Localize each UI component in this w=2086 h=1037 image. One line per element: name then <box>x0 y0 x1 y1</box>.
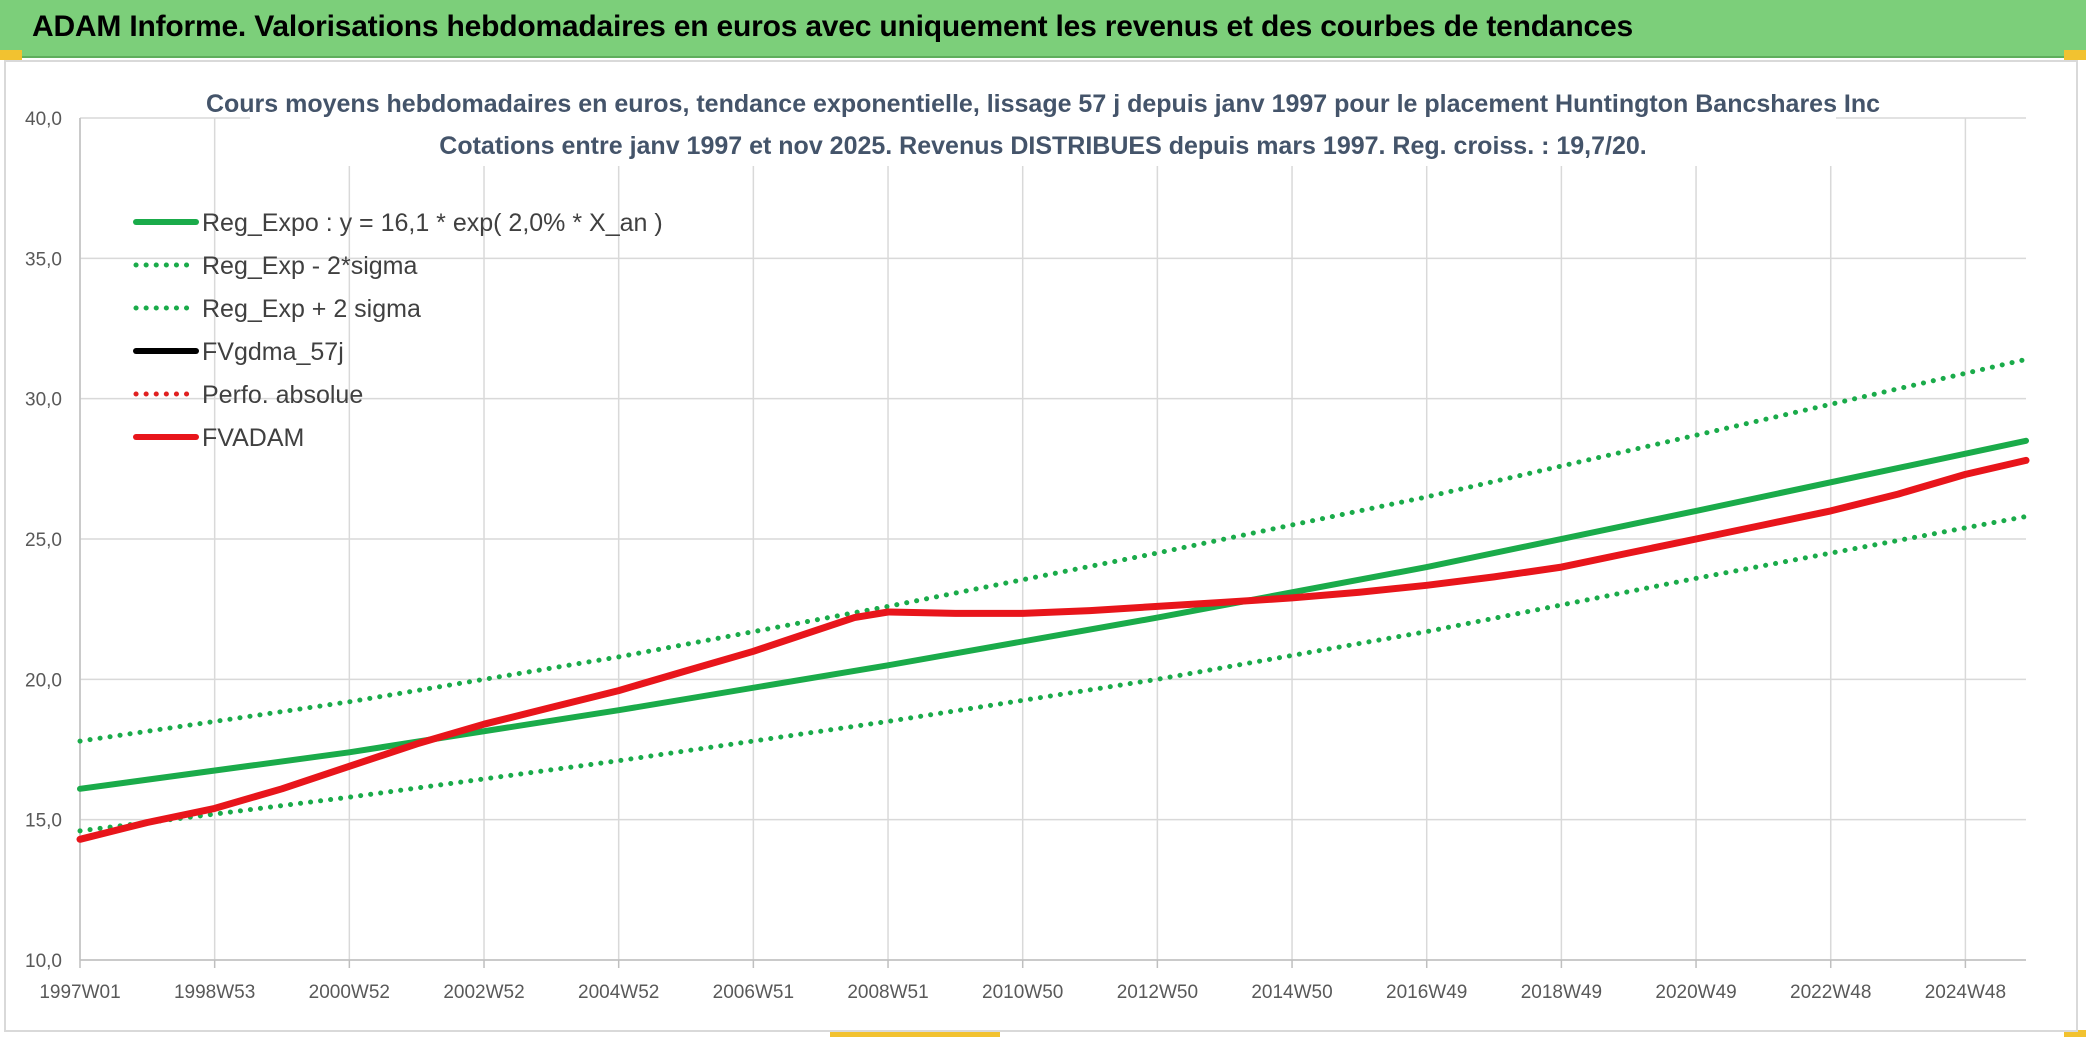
legend-entry: Perfo. absolue <box>202 381 363 409</box>
x-tick-label: 2012W50 <box>1117 982 1198 1003</box>
report-title: ADAM Informe. Valorisations hebdomadaire… <box>32 10 1633 43</box>
x-tick-label: 2000W52 <box>309 982 390 1003</box>
series-line-1 <box>77 514 2029 834</box>
y-tick-label: 20,0 <box>25 670 62 691</box>
y-tick-label: 15,0 <box>25 811 62 832</box>
series-line-0 <box>77 437 2029 792</box>
x-tick-label: 2020W49 <box>1655 982 1736 1003</box>
x-tick-label: 2006W51 <box>713 982 794 1003</box>
x-tick-label: 2002W52 <box>443 982 524 1003</box>
corner-marker-bottom <box>830 1030 1000 1037</box>
x-tick-label: 1998W53 <box>174 982 255 1003</box>
series-line-2 <box>77 356 2029 744</box>
report-banner: ADAM Informe. Valorisations hebdomadaire… <box>0 0 2086 58</box>
y-tick-label: 10,0 <box>25 951 62 972</box>
legend-entry: Reg_Expo : y = 16,1 * exp( 2,0% * X_an ) <box>202 209 663 237</box>
y-tick-label: 25,0 <box>25 530 62 551</box>
series-line-5 <box>76 456 2030 843</box>
legend-entry: Reg_Exp + 2 sigma <box>202 295 421 323</box>
x-tick-label: 2018W49 <box>1521 982 1602 1003</box>
x-tick-label: 2014W50 <box>1251 982 1332 1003</box>
legend-entry: FVADAM <box>202 424 304 452</box>
x-tick-label: 2004W52 <box>578 982 659 1003</box>
corner-marker-top-left <box>0 50 22 60</box>
corner-marker-top-right <box>2064 50 2086 60</box>
series-lines <box>76 356 2030 843</box>
legend: Reg_Expo : y = 16,1 * exp( 2,0% * X_an )… <box>133 209 663 452</box>
x-tick-label: 2024W48 <box>1925 982 2006 1003</box>
x-tick-label: 2022W48 <box>1790 982 1871 1003</box>
chart-subtitle: Cotations entre janv 1997 et nov 2025. R… <box>439 132 1646 160</box>
x-tick-label: 2016W49 <box>1386 982 1467 1003</box>
corner-marker-bottom-right <box>2064 1030 2086 1037</box>
y-tick-label: 30,0 <box>25 390 62 411</box>
chart-title: Cours moyens hebdomadaires en euros, ten… <box>206 90 1880 118</box>
chart-frame <box>4 60 2078 1032</box>
legend-entry: Reg_Exp - 2*sigma <box>202 252 417 280</box>
title-background <box>250 84 1836 166</box>
y-tick-label: 40,0 <box>25 109 62 130</box>
axes: 10,0 15,0 20,0 25,0 30,0 35,0 40,0 1997W01 1998W… <box>25 109 2026 1003</box>
gridlines <box>79 117 2026 961</box>
x-tick-label: 1997W01 <box>39 982 120 1003</box>
x-tick-label: 2010W50 <box>982 982 1063 1003</box>
y-tick-label: 35,0 <box>25 249 62 270</box>
x-tick-label: 2008W51 <box>847 982 928 1003</box>
legend-entry: FVgdma_57j <box>202 338 344 366</box>
